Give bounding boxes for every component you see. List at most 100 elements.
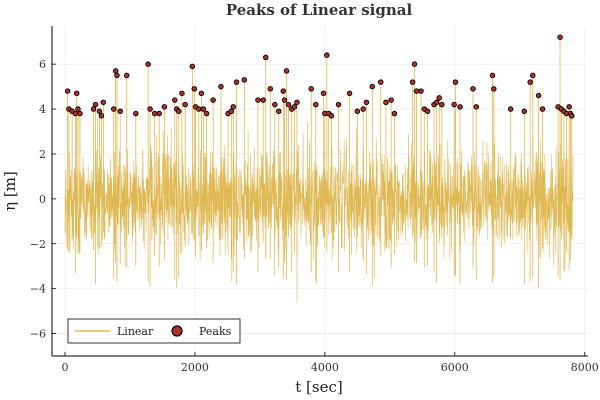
peak-point <box>233 79 240 85</box>
peak-point <box>324 52 330 58</box>
peak-point <box>433 99 440 106</box>
peak-point <box>391 110 398 117</box>
peak-point <box>90 106 97 112</box>
peak-point <box>182 101 188 108</box>
peak-point <box>64 88 71 94</box>
peaks-series <box>64 34 575 119</box>
peak-point <box>151 110 158 117</box>
y-axis-label: η [m] <box>1 171 19 211</box>
peak-point <box>72 110 79 117</box>
peak-point <box>566 104 572 110</box>
peak-point <box>294 99 300 106</box>
peak-point <box>557 34 563 40</box>
peak-point <box>100 99 107 106</box>
peak-point <box>191 86 198 92</box>
peak-point <box>363 99 370 106</box>
y-tick-label: 6 <box>39 58 46 71</box>
peak-point <box>147 106 153 112</box>
peak-point <box>272 101 278 108</box>
x-tick-label: 4000 <box>311 361 339 374</box>
peak-point <box>73 90 80 97</box>
peak-point <box>196 106 202 112</box>
peak-point <box>92 101 99 108</box>
peak-point <box>457 104 463 110</box>
tick-labels: 0 2000 4000 6000 8000 −6 −4 −2 0 2 4 6 <box>30 58 599 374</box>
legend-marker-peaks <box>171 325 183 337</box>
peak-point <box>313 101 319 108</box>
peak-point <box>260 97 266 103</box>
axes <box>51 26 588 357</box>
peak-point <box>491 86 497 92</box>
x-axis-label: t [sec] <box>295 378 342 396</box>
peak-point <box>473 104 480 110</box>
peak-point <box>489 72 496 79</box>
peak-point <box>156 110 162 117</box>
peak-point <box>228 108 235 115</box>
peak-point <box>527 79 533 85</box>
peak-point <box>285 101 292 108</box>
y-tick-label: 2 <box>39 148 46 161</box>
peak-point <box>335 101 342 108</box>
peak-point <box>328 113 335 119</box>
peak-point <box>409 79 416 85</box>
peak-point <box>98 113 105 119</box>
peak-point <box>507 106 514 112</box>
peak-point <box>75 106 81 112</box>
peak-point <box>418 88 424 94</box>
peak-point <box>280 88 287 94</box>
peak-point <box>275 108 282 115</box>
x-tick-label: 8000 <box>571 361 599 374</box>
peak-point <box>123 72 130 79</box>
peak-point <box>283 68 290 74</box>
peak-point <box>346 90 353 97</box>
peak-point <box>470 86 476 92</box>
peak-point <box>320 90 327 97</box>
peak-point <box>535 92 542 99</box>
peak-point <box>388 97 394 103</box>
peak-point <box>263 54 269 61</box>
peak-point <box>521 108 528 115</box>
y-tick-label: −2 <box>30 238 46 251</box>
peak-point <box>218 83 224 90</box>
peak-point <box>189 63 196 70</box>
peak-point <box>172 97 178 103</box>
linear-signal-line <box>64 117 574 303</box>
legend-label-linear: Linear <box>117 325 154 338</box>
peak-point <box>77 110 83 117</box>
peak-point <box>291 104 298 110</box>
peak-point <box>383 99 389 106</box>
peak-point <box>281 97 288 103</box>
peak-point <box>203 110 210 117</box>
x-tick-label: 0 <box>61 361 68 374</box>
peak-point <box>369 83 376 90</box>
peak-point <box>452 79 459 85</box>
peak-point <box>210 97 216 103</box>
x-tick-label: 2000 <box>181 361 209 374</box>
peak-point <box>112 68 119 74</box>
y-tick-label: 4 <box>39 103 46 116</box>
peak-point <box>200 106 207 112</box>
peak-point <box>436 95 442 101</box>
peak-point <box>114 72 120 79</box>
peak-point <box>255 97 261 103</box>
peak-point <box>539 106 546 112</box>
peak-point <box>569 113 575 119</box>
peak-point <box>424 108 431 115</box>
peak-point <box>133 110 139 117</box>
peak-point <box>96 108 103 115</box>
peak-point <box>360 106 366 112</box>
chart-title: Peaks of Linear signal <box>226 1 413 19</box>
legend: Linear Peaks <box>67 318 241 344</box>
peak-point <box>354 108 361 115</box>
peak-point <box>530 72 536 79</box>
y-tick-label: −4 <box>30 283 46 296</box>
peak-point <box>377 79 384 85</box>
peak-point <box>175 108 182 115</box>
x-tick-label: 6000 <box>441 361 469 374</box>
peak-point <box>230 104 237 110</box>
peak-point <box>179 90 185 97</box>
peak-point <box>110 106 117 112</box>
peak-point <box>198 90 205 97</box>
peak-point <box>411 61 418 67</box>
